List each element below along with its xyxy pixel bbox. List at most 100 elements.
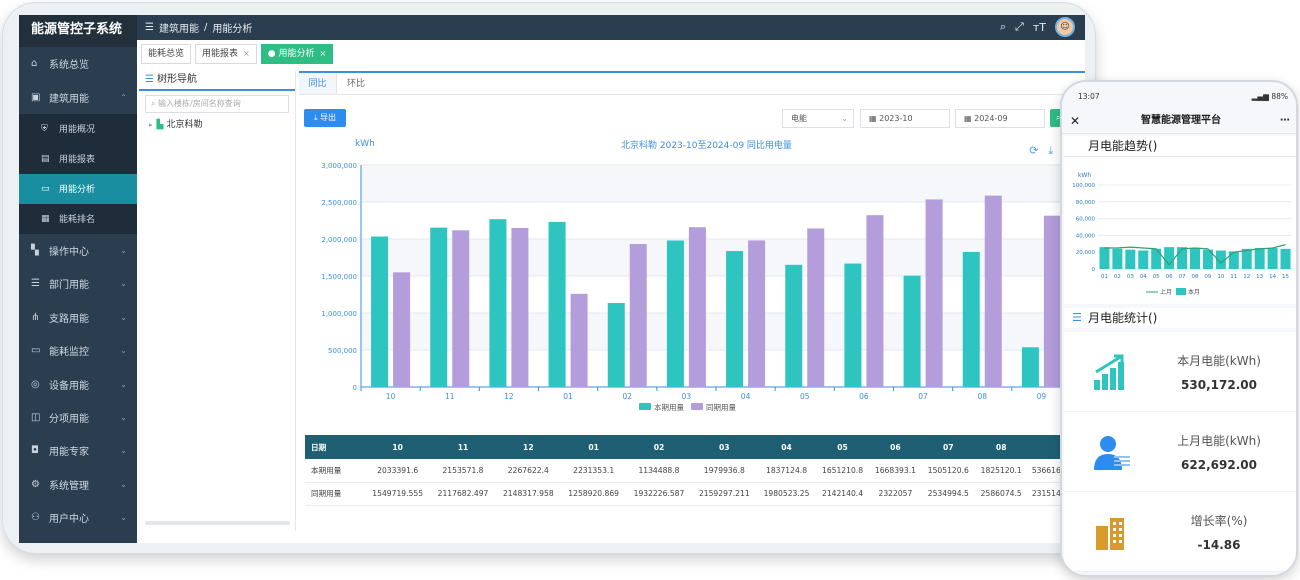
tree-node-root[interactable]: ▸ ▙ 北京科勒 xyxy=(139,117,295,133)
bar-prior[interactable] xyxy=(570,293,588,387)
mini-x-tick: 08 xyxy=(1192,274,1199,280)
bar-prior[interactable] xyxy=(866,215,884,387)
sidebar-subitem[interactable]: ▦ 能耗排名 xyxy=(19,203,137,234)
mini-bar[interactable] xyxy=(1125,249,1136,269)
mini-legend-swatch[interactable] xyxy=(1176,288,1186,295)
mini-bar[interactable] xyxy=(1241,248,1252,269)
mini-x-tick: 12 xyxy=(1243,274,1250,280)
mini-bar[interactable] xyxy=(1138,250,1149,269)
sidebar-subitem[interactable]: ▤ 用能报表 xyxy=(19,143,137,174)
sidebar-subitem[interactable]: ▭ 用能分析 xyxy=(19,173,137,204)
active-dot-icon: ● xyxy=(267,49,279,59)
bar-current[interactable] xyxy=(903,275,921,387)
tab-yoy[interactable]: 同比 xyxy=(299,73,337,94)
font-size-icon[interactable]: ᴛT xyxy=(1032,20,1046,34)
bar-current[interactable] xyxy=(962,251,980,387)
bar-current[interactable] xyxy=(371,236,389,387)
search-icon: ⌕ xyxy=(151,99,159,108)
sidebar-item[interactable]: ▭ 能耗监控 ⌄ xyxy=(19,334,137,367)
close-icon[interactable]: ✕ xyxy=(1070,114,1081,128)
bar-prior[interactable] xyxy=(629,244,647,387)
fullscreen-icon[interactable]: ⤢ xyxy=(1015,20,1024,33)
bar-prior[interactable] xyxy=(688,227,706,387)
bar-prior[interactable] xyxy=(452,230,470,387)
bar-current[interactable] xyxy=(666,240,684,387)
bar-current[interactable] xyxy=(844,263,862,387)
sidebar-item[interactable]: ◫ 分项用能 ⌄ xyxy=(19,401,137,434)
sidebar-item[interactable]: ⌂ 系统总览 xyxy=(19,47,137,80)
mini-bar[interactable] xyxy=(1254,248,1265,269)
table-cell: 2159297.211 xyxy=(691,482,757,506)
page-tab[interactable]: ● 用能分析 × xyxy=(260,44,334,64)
close-icon[interactable]: × xyxy=(243,49,250,58)
chevron-down-icon: ⌄ xyxy=(120,446,127,456)
more-icon[interactable]: ⋯ xyxy=(1280,115,1290,126)
bar-prior[interactable] xyxy=(925,199,943,387)
bar-current[interactable] xyxy=(1021,347,1039,387)
bar-prior[interactable] xyxy=(748,240,766,387)
bar-prior[interactable] xyxy=(393,272,411,387)
mini-bar[interactable] xyxy=(1280,248,1291,269)
sidebar-item[interactable]: ⋔ 支路用能 ⌄ xyxy=(19,301,137,334)
mini-bar[interactable] xyxy=(1099,247,1110,269)
sidebar-item[interactable]: ☰ 部门用能 ⌄ xyxy=(19,267,137,300)
bar-prior[interactable] xyxy=(807,228,825,387)
mini-bar[interactable] xyxy=(1151,248,1162,269)
horizontal-scrollbar[interactable] xyxy=(145,521,290,525)
page-tab[interactable]: 用能报表 × xyxy=(195,44,257,64)
caret-right-icon[interactable]: ▸ xyxy=(149,121,153,129)
download-icon[interactable]: ⤓ xyxy=(1048,144,1054,157)
mini-x-tick: 10 xyxy=(1217,274,1224,280)
mini-bar[interactable] xyxy=(1215,250,1226,269)
page-tab[interactable]: 能耗总览 xyxy=(141,44,192,64)
bar-prior[interactable] xyxy=(1043,215,1061,387)
bar-current[interactable] xyxy=(785,264,803,387)
list-icon: ☰ xyxy=(31,278,40,290)
sidebar-item[interactable]: ◘ 用能专家 ⌄ xyxy=(19,434,137,467)
mini-bar[interactable] xyxy=(1202,249,1213,269)
breadcrumb-parent[interactable]: 建筑用能 xyxy=(158,24,199,35)
mini-bar[interactable] xyxy=(1228,251,1239,269)
mini-bar[interactable] xyxy=(1112,248,1123,269)
bar-current[interactable] xyxy=(548,221,566,387)
menu-toggle-icon[interactable]: ☰ xyxy=(145,22,154,33)
legend-swatch[interactable] xyxy=(691,403,703,410)
sidebar-item[interactable]: ⚙ 系统管理 ⌄ xyxy=(19,468,137,501)
legend-label: 本期用量 xyxy=(654,402,684,412)
avatar[interactable]: ☺ xyxy=(1055,17,1075,37)
mini-x-tick: 15 xyxy=(1282,274,1289,280)
search-icon[interactable]: ⌕ xyxy=(999,20,1007,33)
mini-bar[interactable] xyxy=(1177,247,1188,269)
mini-bar[interactable] xyxy=(1164,247,1175,269)
sidebar-subitem[interactable]: ⛨ 用能概况 xyxy=(19,113,137,144)
bar-current[interactable] xyxy=(489,219,507,387)
sidebar-menu: ⌂ 系统总览 ▣ 建筑用能 ⌃ ⛨ 用能概况 ▤ 用能报表 ▭ 用能分析 ▦ 能耗排名 ▚ 操作中心 ⌄ ☰ 部门… xyxy=(19,47,137,534)
tab-mom[interactable]: 环比 xyxy=(346,79,365,89)
export-button[interactable]: ⤓ 导出 xyxy=(304,109,346,127)
bar-current[interactable] xyxy=(726,251,744,387)
x-tick-label: 08 xyxy=(977,392,987,401)
phone-mockup: 13:07 ▂▄▆ 88% ✕ 智慧能源管理平台 ⋯ 月电能趋势() kWh 0 2… xyxy=(1060,80,1298,577)
start-date-field[interactable]: ▦ 2023-10 xyxy=(860,109,950,128)
sidebar-item[interactable]: ⚇ 用户中心 ⌄ xyxy=(19,501,137,534)
mini-bar[interactable] xyxy=(1190,248,1200,269)
bar-prior[interactable] xyxy=(984,195,1002,387)
mini-y-tick: 60,000 xyxy=(1076,217,1096,223)
bar-prior[interactable] xyxy=(511,228,529,387)
end-date-field[interactable]: ▦ 2024-09 xyxy=(955,109,1045,128)
bar-current[interactable] xyxy=(607,303,625,387)
sidebar-item[interactable]: ◎ 设备用能 ⌄ xyxy=(19,367,137,400)
mini-bar[interactable] xyxy=(1267,248,1278,269)
sidebar-item-label: 设备用能 xyxy=(49,380,89,392)
page-tab-label: 能耗总览 xyxy=(148,49,185,59)
refresh-icon[interactable]: ⟳ xyxy=(1029,144,1039,157)
status-time: 13:07 xyxy=(1078,92,1100,101)
energy-type-select[interactable]: 电能 ⌄ xyxy=(782,109,854,128)
tree-search-input[interactable]: ⌕ 输入楼栋/房间名称查询 xyxy=(145,95,289,113)
legend-swatch[interactable] xyxy=(639,403,651,410)
mini-line-prior[interactable] xyxy=(1104,244,1286,266)
bar-current[interactable] xyxy=(430,227,448,387)
sidebar-item[interactable]: ▚ 操作中心 ⌄ xyxy=(19,234,137,267)
close-icon[interactable]: × xyxy=(319,49,327,58)
sidebar-item[interactable]: ▣ 建筑用能 ⌃ xyxy=(19,80,137,113)
